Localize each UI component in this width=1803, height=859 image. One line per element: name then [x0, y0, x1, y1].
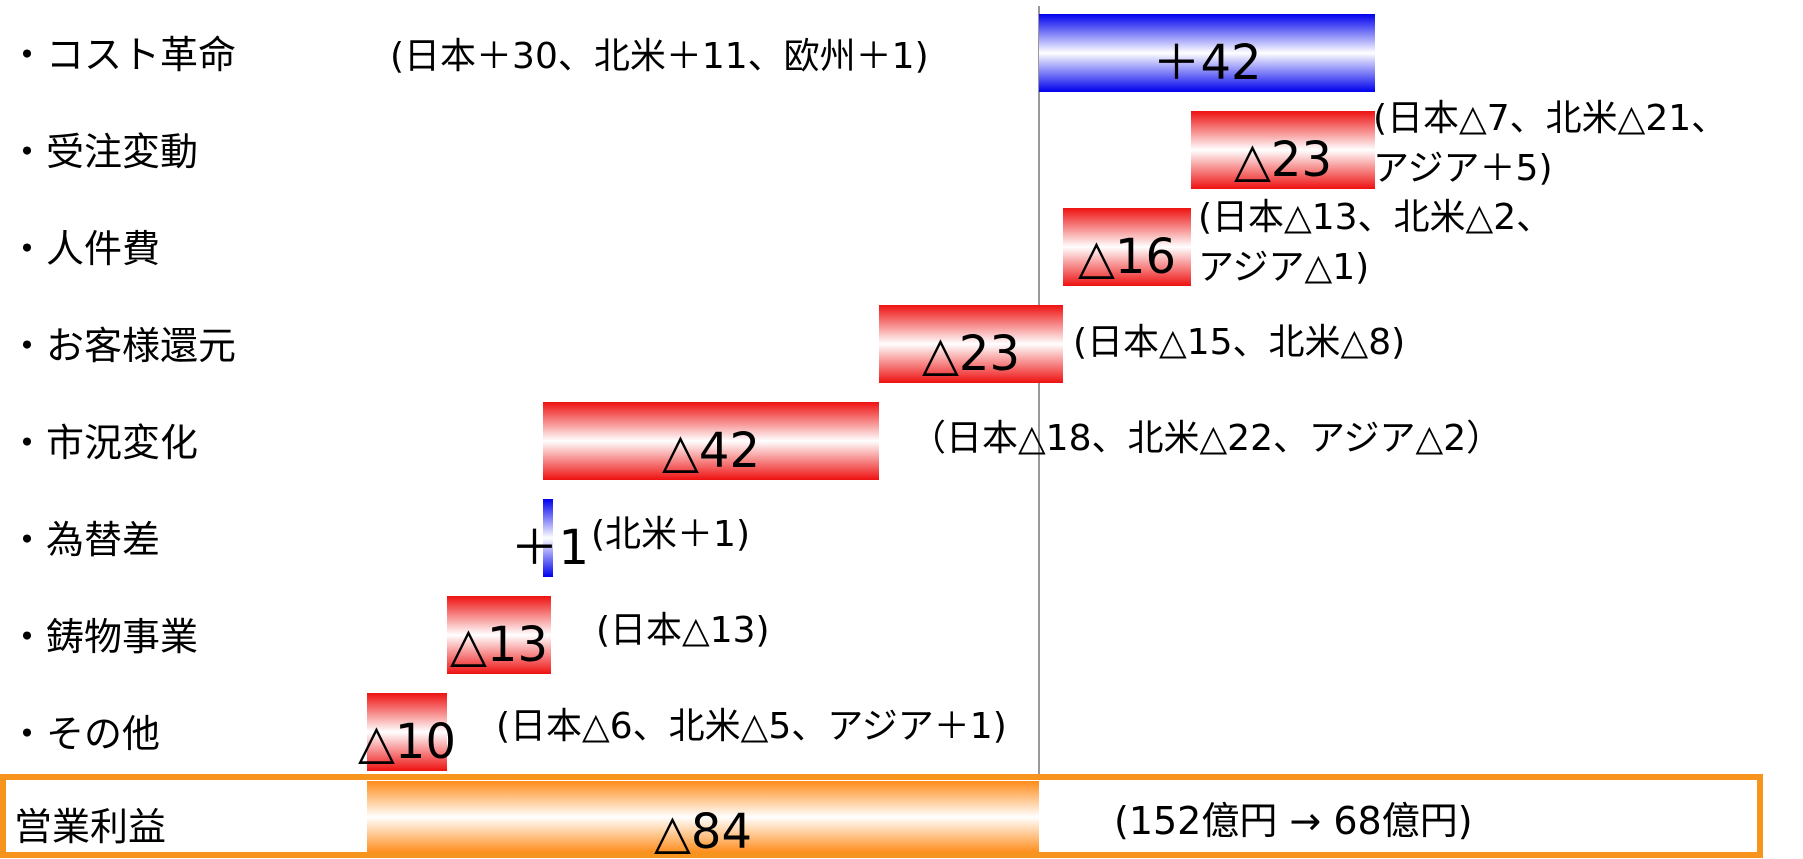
- category-label: ・お客様還元: [8, 324, 236, 368]
- bar-1: [1039, 14, 1375, 92]
- category-label: ・為替差: [8, 518, 160, 562]
- bar-value-label: △16: [1078, 229, 1176, 285]
- bar-value-label: △42: [662, 423, 760, 479]
- bar-value-label: ＋42: [1152, 35, 1261, 91]
- breakdown-note: アジア＋5): [1373, 148, 1553, 189]
- category-label: ・受注変動: [8, 130, 198, 174]
- bar-value-label: △23: [922, 326, 1020, 382]
- total-frame: [0, 774, 1763, 858]
- bar-value-label: △23: [1234, 132, 1332, 188]
- breakdown-note: (日本△15、北米△8): [1073, 322, 1405, 363]
- category-label: ・その他: [8, 712, 160, 756]
- category-label: ・人件費: [8, 227, 160, 271]
- total-label: 営業利益: [14, 805, 166, 849]
- bar-value-label: ＋1: [510, 520, 589, 576]
- bar-8: [367, 693, 447, 771]
- bar-value-label: △13: [450, 617, 548, 673]
- category-label: ・市況変化: [8, 421, 198, 465]
- category-label: ・コスト革命: [8, 33, 236, 77]
- bar-4: [879, 305, 1063, 383]
- bar-6: [543, 499, 553, 577]
- category-label: ・鋳物事業: [8, 615, 198, 659]
- breakdown-note: (北米＋1): [591, 514, 750, 555]
- total-bar: [367, 781, 1039, 853]
- bar-value-label: △10: [358, 714, 456, 770]
- breakdown-note: (日本△7、北米△21、: [1373, 98, 1727, 139]
- breakdown-note: (日本＋30、北米＋11、欧州＋1): [390, 36, 929, 77]
- breakdown-note: (日本△6、北米△5、アジア＋1): [496, 706, 1007, 747]
- breakdown-note: (日本△13): [596, 610, 770, 651]
- breakdown-note: （日本△18、北米△22、アジア△2）: [910, 418, 1502, 459]
- total-value-label: △84: [654, 804, 752, 859]
- bar-3: [1063, 208, 1191, 286]
- bar-7: [447, 596, 551, 674]
- breakdown-note: アジア△1): [1198, 247, 1369, 288]
- bar-5: [543, 402, 879, 480]
- total-note: (152億円 → 68億円): [1114, 799, 1473, 843]
- bar-2: [1191, 111, 1375, 189]
- breakdown-note: (日本△13、北米△2、: [1198, 197, 1552, 238]
